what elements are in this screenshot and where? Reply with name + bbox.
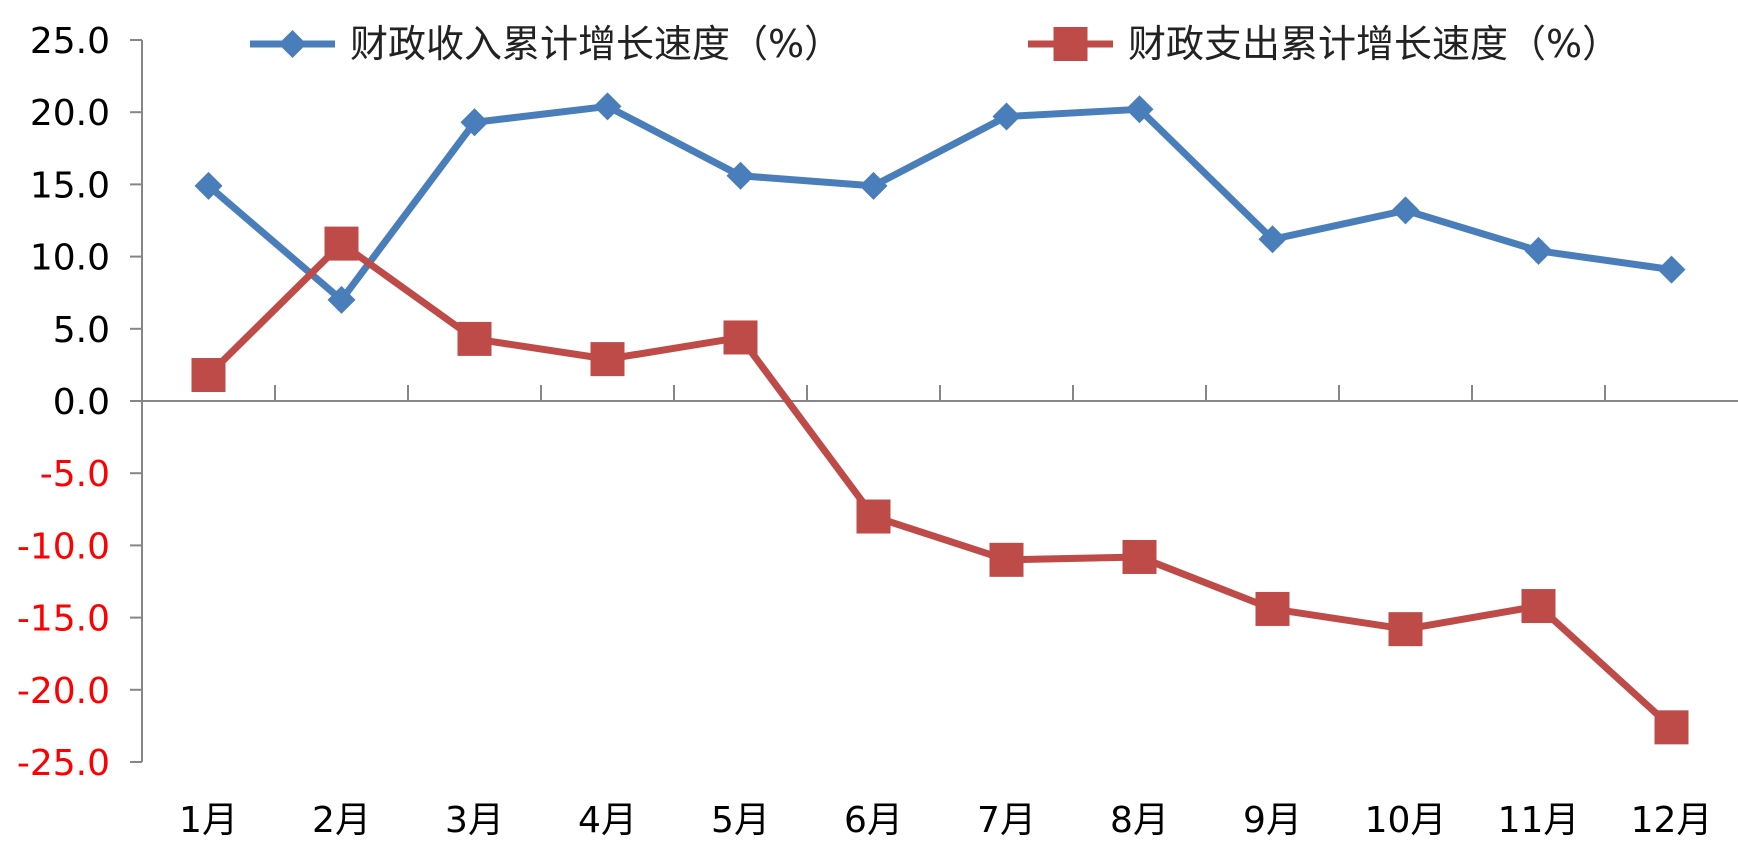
y-tick-label: 20.0 [30, 93, 110, 134]
y-tick-label: 10.0 [30, 238, 110, 279]
data-point-diamond [593, 92, 622, 121]
series-line-2 [206, 240, 1674, 730]
y-tick-label: 25.0 [30, 21, 110, 62]
data-point-square [191, 358, 226, 393]
x-tick-label: 8月 [1110, 800, 1169, 841]
x-tick-label: 3月 [445, 800, 504, 841]
data-point-diamond [1125, 95, 1154, 124]
data-point-square [723, 320, 758, 355]
data-point-diamond [1258, 225, 1287, 254]
x-tick-label: 1月 [179, 800, 238, 841]
data-point-diamond [1391, 196, 1420, 225]
data-point-square [1255, 591, 1290, 626]
x-tick-label: 5月 [711, 800, 770, 841]
data-point-diamond [194, 171, 223, 200]
data-point-square [1122, 539, 1157, 574]
data-point-square [457, 321, 492, 356]
data-point-square [1521, 589, 1556, 624]
y-tick-label: -15.0 [17, 599, 110, 640]
x-tick-label: 7月 [977, 800, 1036, 841]
series-line-1 [206, 102, 1672, 304]
legend-marker-diamond [278, 30, 307, 58]
y-tick-label: -5.0 [40, 454, 110, 495]
y-tick-label: -10.0 [17, 526, 110, 567]
y-tick-label: -25.0 [17, 743, 110, 784]
data-point-diamond [992, 102, 1021, 131]
x-tick-label: 10月 [1365, 800, 1447, 841]
legend-label-2: 财政支出累计增长速度（%） [1128, 22, 1620, 66]
data-point-diamond [859, 171, 888, 200]
data-point-square [324, 226, 359, 261]
data-point-square [1654, 710, 1689, 745]
data-point-diamond [460, 108, 489, 137]
legend-label-1: 财政收入累计增长速度（%） [350, 22, 842, 66]
x-tick-label: 11月 [1498, 800, 1580, 841]
x-tick-label: 4月 [578, 800, 637, 841]
data-point-square [989, 542, 1024, 577]
x-tick-label: 6月 [844, 800, 903, 841]
legend-marker-square [1053, 27, 1088, 61]
y-tick-label: 15.0 [30, 165, 110, 206]
x-tick-label: 2月 [312, 800, 371, 841]
data-point-square [856, 499, 891, 534]
x-tick-label: 9月 [1243, 800, 1302, 841]
data-point-diamond [726, 161, 755, 190]
data-point-diamond [327, 285, 356, 314]
data-point-square [590, 342, 625, 377]
x-tick-label: 12月 [1631, 800, 1713, 841]
data-point-square [1388, 612, 1423, 647]
y-tick-label: 0.0 [53, 382, 110, 423]
y-tick-label: -20.0 [17, 671, 110, 712]
data-point-diamond [1524, 236, 1553, 265]
y-tick-label: 5.0 [53, 310, 110, 351]
data-point-diamond [1657, 255, 1686, 284]
